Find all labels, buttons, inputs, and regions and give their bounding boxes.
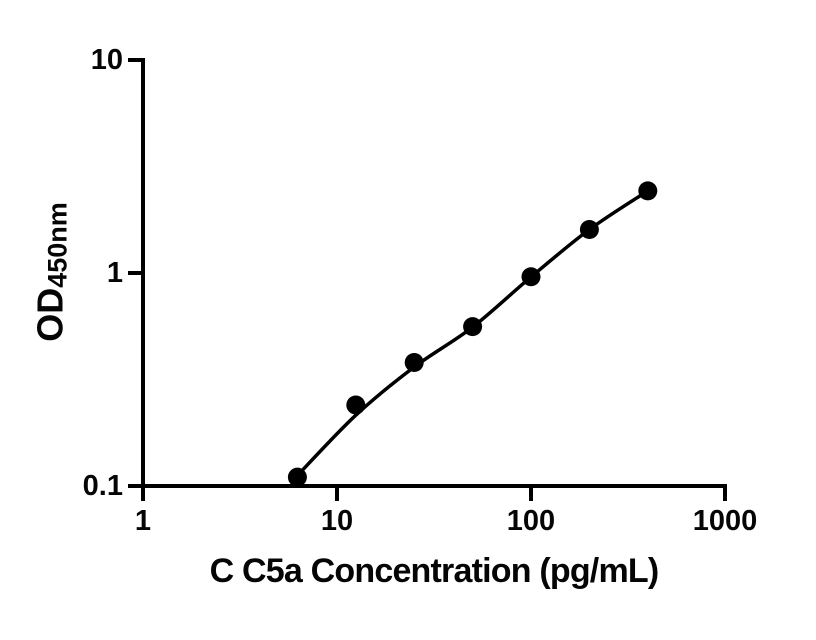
data-point [404,353,424,373]
x-axis-title: C C5a Concentration (pg/mL) [209,552,660,590]
y-tick-label: 0.1 [82,470,123,502]
y-axis-title-main: OD [29,287,71,342]
x-tick-label: 1000 [692,505,758,537]
x-tick-label: 10 [320,505,354,537]
data-point [579,220,599,240]
data-point [638,181,658,201]
data-point [287,467,307,487]
data-point [463,317,483,337]
data-point [346,395,366,415]
x-tick-label: 100 [506,505,556,537]
y-tick-label: 10 [90,44,123,76]
data-point [521,267,541,287]
x-tick-label: 1 [134,505,152,537]
y-tick-label: 1 [106,257,123,289]
